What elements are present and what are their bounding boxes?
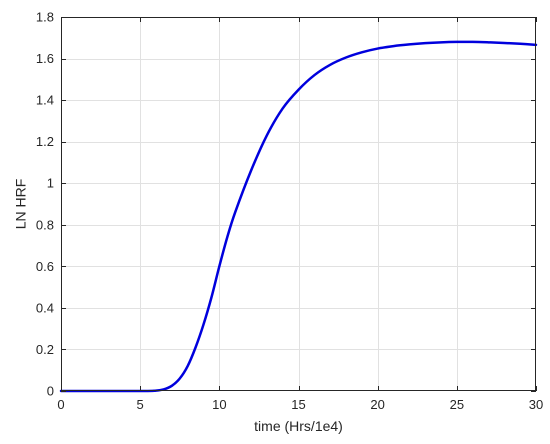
- y-tick-label-7: 1.4: [36, 93, 54, 108]
- y-tick-label-8: 1.6: [36, 51, 54, 66]
- x-tick-label-0: 0: [57, 397, 64, 412]
- y-tick-label-5: 1: [47, 176, 54, 191]
- x-tick-label-3: 15: [291, 397, 305, 412]
- x-tick-label-4: 20: [370, 397, 384, 412]
- y-tick-label-1: 0.2: [36, 342, 54, 357]
- y-axis-label: LN HRF: [13, 179, 29, 230]
- ticks: 0 5 10 15 20 25 30 0 0.2 0.4 0.6 0.8 1 1.2 1.4 1.6 1.8: [36, 10, 543, 413]
- x-tick-label-1: 5: [137, 397, 144, 412]
- x-tick-label-6: 30: [529, 397, 543, 412]
- grid: [61, 17, 536, 391]
- series-line-0: [59, 40, 538, 393]
- x-tick-label-5: 25: [450, 397, 464, 412]
- y-tick-label-4: 0.8: [36, 217, 54, 232]
- y-tick-label-3: 0.6: [36, 259, 54, 274]
- x-tick-label-2: 10: [212, 397, 226, 412]
- x-axis-label: time (Hrs/1e4): [254, 418, 343, 434]
- plot-frame: [61, 17, 536, 391]
- plot-area: [61, 17, 536, 391]
- y-tick-label-6: 1.2: [36, 134, 54, 149]
- y-tick-label-2: 0.4: [36, 300, 54, 315]
- y-tick-label-9: 1.8: [36, 10, 54, 25]
- series-layer: [59, 40, 538, 393]
- y-tick-label-0: 0: [47, 384, 54, 399]
